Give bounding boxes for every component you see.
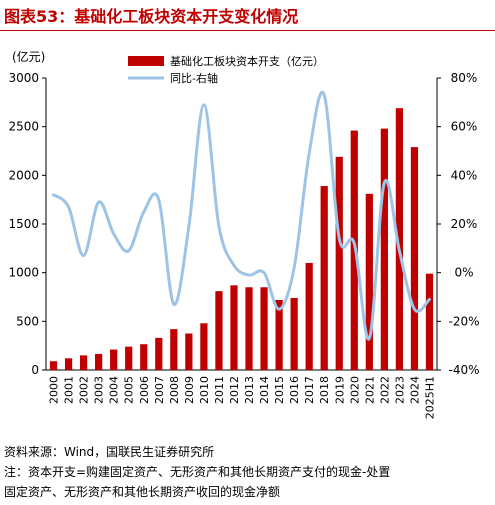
bar — [79, 355, 88, 370]
bar — [170, 329, 178, 370]
y-right-tick-label: -20% — [448, 314, 479, 328]
x-tick-label: 2009 — [183, 376, 196, 404]
x-tick-label: 2000 — [48, 376, 61, 404]
y-right-tick-label: 40% — [451, 168, 478, 182]
line-series — [52, 90, 431, 341]
x-tick-label: 2022 — [378, 376, 391, 404]
bar — [290, 297, 298, 370]
y-right-tick-label: 20% — [451, 217, 478, 231]
y-right-tick-label: -40% — [448, 363, 479, 377]
bar — [335, 156, 343, 370]
y-left-tick-label: 1000 — [8, 266, 39, 280]
bar — [245, 287, 253, 370]
bar — [64, 358, 73, 370]
bar — [230, 285, 238, 370]
x-tick-label: 2001 — [63, 376, 76, 404]
x-tick-label: 2003 — [93, 376, 106, 404]
x-tick-label: 2024 — [408, 376, 421, 404]
legend-label-line: 同比-右轴 — [170, 71, 218, 85]
source-text: 资料来源：Wind，国联民生证券研究所 — [4, 445, 215, 459]
bar — [365, 193, 373, 370]
x-tick-label: 2015 — [273, 376, 286, 404]
bar-series — [49, 108, 434, 370]
x-tick-label: 2012 — [228, 376, 241, 404]
x-tick-label: 2016 — [288, 376, 301, 404]
x-tick-label: 2023 — [393, 376, 406, 404]
y-left-tick-label: 0 — [31, 363, 39, 377]
bar — [305, 262, 313, 370]
x-tick-label: 2010 — [198, 376, 211, 404]
x-tick-label: 2007 — [153, 376, 166, 404]
bar — [275, 299, 283, 370]
bar — [110, 349, 118, 370]
x-tick-label: 2017 — [303, 376, 316, 404]
y-left-tick-label: 2500 — [8, 120, 39, 134]
x-tick-label: 2008 — [168, 376, 181, 404]
title-divider — [0, 30, 495, 31]
y-left-unit-label: (亿元) — [12, 49, 45, 64]
legend-label-bar: 基础化工板块资本开支（亿元） — [170, 54, 324, 68]
yoy-line — [52, 90, 431, 341]
capex-chart: (亿元) 0 500 1000 1500 2000 2500 3000 -40% -20% 0% 20… — [8, 49, 479, 419]
figure-title: 图表53：基础化工板块资本开支变化情况 — [4, 7, 299, 26]
bar — [155, 337, 163, 370]
y-left-tick-label: 3000 — [8, 71, 39, 85]
bar — [49, 361, 58, 370]
y-right-tick-label: 0% — [454, 266, 473, 280]
bar — [410, 147, 419, 370]
bar — [320, 186, 328, 370]
legend: 基础化工板块资本开支（亿元） 同比-右轴 — [128, 54, 324, 85]
bar — [185, 333, 193, 370]
legend-swatch-bar — [128, 56, 164, 66]
x-tick-label: 2002 — [78, 376, 91, 404]
y-left-tick-label: 500 — [16, 314, 39, 328]
axes: (亿元) 0 500 1000 1500 2000 2500 3000 -40% -20% 0% 20… — [8, 49, 479, 419]
x-tick-label: 2018 — [318, 376, 331, 404]
x-tick-label: 2014 — [258, 376, 271, 404]
note-line-2: 固定资产、无形资产和其他长期资产收回的现金净额 — [4, 485, 281, 499]
bar — [380, 128, 388, 370]
x-tick-label: 2011 — [213, 376, 226, 404]
bar — [125, 346, 133, 370]
footnotes: 资料来源：Wind，国联民生证券研究所 注：资本开支=购建固定资产、无形资产和其… — [4, 442, 492, 502]
x-tick-label: 2025H1 — [423, 376, 436, 419]
x-tick-label: 2019 — [333, 376, 346, 404]
x-tick-label: 2006 — [138, 376, 151, 404]
x-tick-label: 2021 — [363, 376, 376, 404]
bar — [95, 353, 103, 370]
x-tick-label: 2020 — [348, 376, 361, 404]
bar — [260, 287, 268, 370]
bar — [425, 273, 434, 370]
y-left-tick-label: 2000 — [8, 168, 39, 182]
y-right-tick-label: 60% — [451, 120, 478, 134]
bar — [140, 344, 148, 370]
bar — [395, 108, 404, 370]
x-tick-label: 2004 — [108, 376, 121, 404]
y-right-tick-label: 80% — [451, 71, 478, 85]
bar — [215, 291, 223, 370]
y-left-tick-label: 1500 — [8, 217, 39, 231]
bar — [200, 323, 208, 370]
note-line-1: 注：资本开支=购建固定资产、无形资产和其他长期资产支付的现金-处置 — [4, 465, 391, 479]
x-tick-label: 2013 — [243, 376, 256, 404]
x-tick-label: 2005 — [123, 376, 136, 404]
